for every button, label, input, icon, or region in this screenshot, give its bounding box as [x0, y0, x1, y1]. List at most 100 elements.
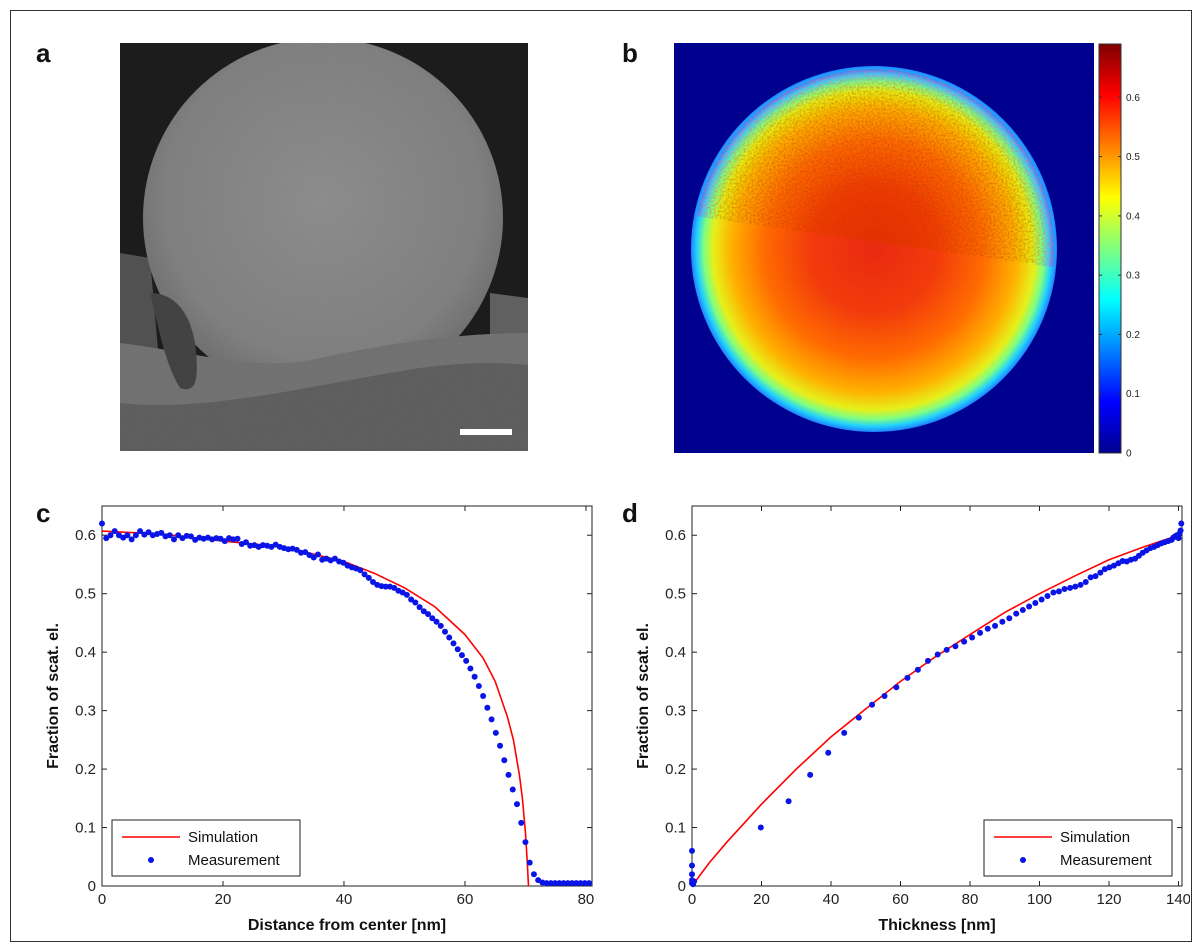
- measurement-point: [509, 786, 516, 793]
- measurement-point: [484, 704, 491, 711]
- measurement-point: [408, 596, 415, 603]
- legend-swatch-measurement: [148, 857, 154, 863]
- measurement-point: [450, 640, 457, 647]
- colorbar-tick-label: 0: [1126, 449, 1132, 459]
- measurement-point: [403, 591, 410, 598]
- panel-label-b: b: [622, 38, 638, 68]
- measurement-point: [1055, 588, 1062, 595]
- measurement-point: [128, 536, 135, 543]
- x-tick-label: 60: [457, 891, 474, 908]
- y-tick-label: 0.2: [75, 761, 96, 778]
- y-tick-label: 0: [88, 878, 96, 895]
- measurement-point: [111, 528, 118, 535]
- measurement-point: [382, 583, 389, 590]
- measurement-point: [175, 532, 182, 539]
- measurement-point: [1072, 583, 1079, 590]
- measurement-point: [914, 666, 921, 673]
- measurement-point: [560, 880, 567, 887]
- measurement-point: [581, 880, 588, 887]
- y-tick-label: 0.5: [75, 586, 96, 603]
- legend-label-measurement: Measurement: [1060, 852, 1153, 869]
- legend-swatch-measurement: [1020, 857, 1026, 863]
- measurement-point: [573, 880, 580, 887]
- measurement-point: [234, 535, 241, 542]
- y-tick-label: 0.1: [665, 820, 686, 837]
- measurement-point: [497, 742, 504, 749]
- measurement-point: [391, 584, 398, 591]
- measurement-point: [433, 618, 440, 625]
- measurement-point: [1177, 527, 1184, 534]
- legend-label-simulation: Simulation: [1060, 829, 1130, 846]
- measurement-point: [242, 539, 249, 546]
- measurement-point: [416, 604, 423, 611]
- measurement-point: [124, 532, 131, 539]
- measurement-point: [689, 847, 695, 854]
- legend: Simulation Measurement: [111, 819, 301, 877]
- measurement-point: [689, 871, 695, 878]
- measurement-point: [1038, 596, 1045, 603]
- measurement-point: [454, 646, 461, 653]
- measurement-point: [103, 535, 110, 542]
- measurement-point: [689, 862, 695, 869]
- plot-c: 0 20 40 60 80 0 0.1 0.2 0.3 0.4 0.5 0.6 Distance fro…: [45, 505, 595, 934]
- measurement-point: [314, 551, 321, 558]
- measurement-point: [158, 529, 165, 536]
- x-tick-label: 80: [578, 891, 595, 908]
- measurement-point: [934, 651, 941, 658]
- y-tick-label: 0.6: [75, 527, 96, 544]
- measurement-point: [984, 625, 991, 632]
- y-tick-label: 0.5: [665, 586, 686, 603]
- x-tick-label: 40: [823, 891, 840, 908]
- y-tick-label: 0.3: [75, 703, 96, 720]
- scale-bar: [460, 429, 512, 435]
- legend: Simulation Measurement: [983, 819, 1173, 877]
- panel-label-d: d: [622, 498, 638, 528]
- measurement-point: [170, 536, 177, 543]
- y-axis-label: Fraction of scat. el.: [635, 623, 652, 769]
- measurement-point: [442, 628, 448, 635]
- measurement-point: [1044, 593, 1051, 600]
- y-tick-label: 0.1: [75, 820, 96, 837]
- measurement-point: [340, 559, 347, 566]
- measurement-point: [564, 880, 571, 887]
- measurement-point: [475, 683, 482, 690]
- measurement-point: [107, 532, 114, 539]
- x-axis-label: Thickness [nm]: [878, 917, 995, 934]
- x-tick-label: 140: [1166, 891, 1190, 908]
- micrograph-image: [120, 43, 528, 451]
- measurement-point: [437, 622, 444, 629]
- measurement-point: [1101, 566, 1108, 573]
- x-tick-label: 20: [753, 891, 770, 908]
- measurement-point: [881, 693, 888, 699]
- measurement-point: [1013, 610, 1020, 617]
- measurement-point: [992, 622, 999, 629]
- measurement-point: [463, 657, 470, 664]
- thickness-map-image: [674, 43, 1094, 453]
- measurement-point: [492, 729, 499, 736]
- measurement-point: [1067, 584, 1074, 591]
- measurement-point: [331, 555, 338, 562]
- measurement-point: [1178, 520, 1185, 527]
- measurement-point: [513, 801, 520, 808]
- colorbar-gradient: [1098, 43, 1122, 454]
- measurement-point: [569, 880, 576, 887]
- measurement-point: [1082, 579, 1089, 585]
- x-tick-label: 0: [688, 891, 696, 908]
- measurement-point: [467, 665, 474, 672]
- measurement-point: [480, 693, 487, 699]
- measurement-point: [1032, 600, 1039, 607]
- measurement-point: [446, 634, 453, 641]
- measurement-point: [1050, 589, 1057, 596]
- measurement-point: [526, 859, 533, 866]
- figure-frame: [10, 10, 1192, 942]
- measurement-point: [1087, 574, 1094, 581]
- measurement-point: [1092, 573, 1099, 580]
- measurement-point: [961, 638, 968, 645]
- measurement-point: [547, 880, 554, 887]
- measurement-point: [145, 529, 152, 536]
- measurement-point: [969, 634, 976, 641]
- measurement-point: [488, 716, 495, 723]
- measurement-point: [302, 549, 309, 556]
- measurement-point: [1019, 607, 1026, 614]
